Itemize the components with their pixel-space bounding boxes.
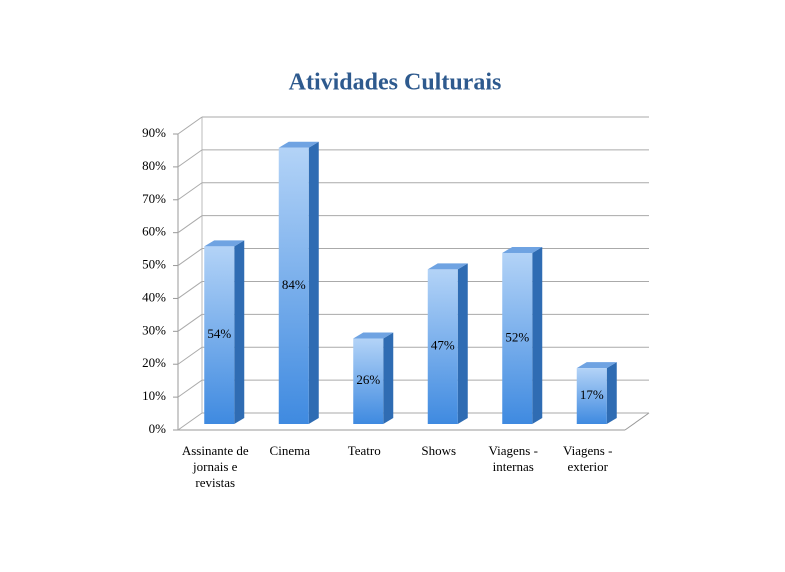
chart-title: Atividades Culturais: [289, 70, 502, 96]
y-tick-label: 90%: [142, 125, 166, 140]
bar-top: [427, 263, 468, 270]
x-tick-label: Teatro: [347, 443, 381, 458]
y-tick-label: 30%: [142, 322, 166, 337]
grid-line: [177, 182, 203, 201]
y-tick-label: 0%: [149, 421, 167, 436]
grid-line: [177, 281, 203, 299]
x-tick-label: Cinema: [269, 443, 310, 458]
grid-line: [177, 412, 203, 431]
x-tick-label: Viagens - internas: [488, 443, 538, 474]
bar-top: [204, 240, 245, 247]
y-tick-label: 10%: [142, 388, 166, 403]
bar-top: [576, 362, 617, 369]
y-tick-label: 50%: [142, 257, 166, 272]
grid-line: [177, 379, 203, 398]
bar-side: [457, 263, 468, 424]
floor-edge: [624, 412, 650, 431]
value-label: 52%: [505, 329, 529, 344]
bar-side: [532, 246, 543, 424]
y-tick-label: 60%: [142, 224, 166, 239]
bar: [427, 269, 458, 424]
bar: [502, 252, 533, 424]
x-tick-label: Assinante de jornais e revistas: [181, 443, 249, 490]
bar-side: [308, 141, 319, 424]
value-label: 84%: [282, 277, 306, 292]
bar: [576, 368, 607, 424]
bar-top: [278, 141, 319, 148]
grid-line: [177, 313, 203, 332]
grid-line: [177, 346, 203, 365]
x-tick-label: Viagens - exterior: [563, 443, 613, 474]
bar: [353, 338, 384, 424]
value-label: 17%: [580, 387, 604, 402]
bar: [278, 147, 309, 424]
grid-line: [177, 215, 203, 234]
y-tick-label: 20%: [142, 355, 166, 370]
bar-top: [502, 246, 543, 253]
bar-top: [353, 332, 394, 339]
grid-line: [177, 149, 203, 168]
bar-side: [606, 362, 617, 424]
value-label: 26%: [356, 372, 380, 387]
value-label: 47%: [431, 338, 455, 353]
value-label: 54%: [207, 326, 231, 341]
y-tick-label: 70%: [142, 191, 166, 206]
bar-side: [234, 240, 245, 424]
bar-side: [383, 332, 394, 424]
grid-line: [177, 248, 203, 266]
bar: [204, 246, 235, 424]
grid-line: [177, 116, 203, 135]
y-tick-label: 80%: [142, 158, 166, 173]
x-tick-label: Shows: [421, 443, 457, 458]
y-tick-label: 40%: [142, 289, 166, 304]
